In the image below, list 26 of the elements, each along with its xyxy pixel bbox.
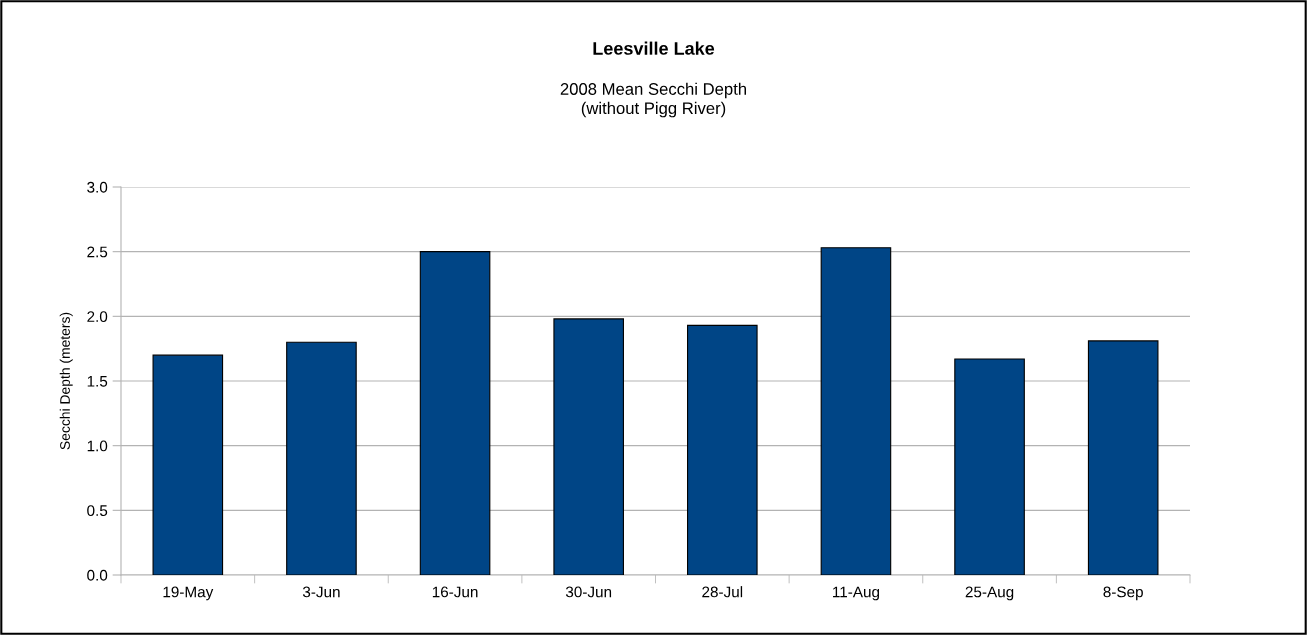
bar <box>419 251 491 575</box>
y-tick-label: 3.0 <box>87 181 108 193</box>
x-tick-label: 8-Sep <box>1103 586 1143 601</box>
x-tick-label: 28-Jul <box>702 586 743 598</box>
y-tick-label: 2.5 <box>87 246 108 258</box>
bar <box>820 247 892 575</box>
bar <box>553 318 624 575</box>
y-tick-label: 1.0 <box>87 440 108 452</box>
chart-subtitle: 2008 Mean Secchi Depth (without Pigg River) <box>560 82 746 118</box>
x-tick-label: 16-Jun <box>432 586 478 598</box>
bar <box>152 354 224 575</box>
bar <box>687 324 758 575</box>
chart-title: Leesville Lake <box>593 41 715 55</box>
y-tick-label: 0.5 <box>87 505 108 517</box>
bar <box>1087 340 1159 575</box>
y-axis-title: Secchi Depth (meters) <box>59 312 73 450</box>
x-tick-label: 25-Aug <box>965 586 1014 601</box>
y-tick-label: 2.0 <box>87 311 108 323</box>
y-tick-label: 1.5 <box>87 376 108 387</box>
bar <box>954 358 1025 575</box>
bar <box>286 341 357 575</box>
x-tick-label: 3-Jun <box>302 586 340 598</box>
x-tick-label: 30-Jun <box>565 586 612 598</box>
x-tick-label: 19-May <box>163 586 214 601</box>
y-tick-label: 0.0 <box>87 569 108 581</box>
x-tick-label: 11-Aug <box>833 586 880 601</box>
